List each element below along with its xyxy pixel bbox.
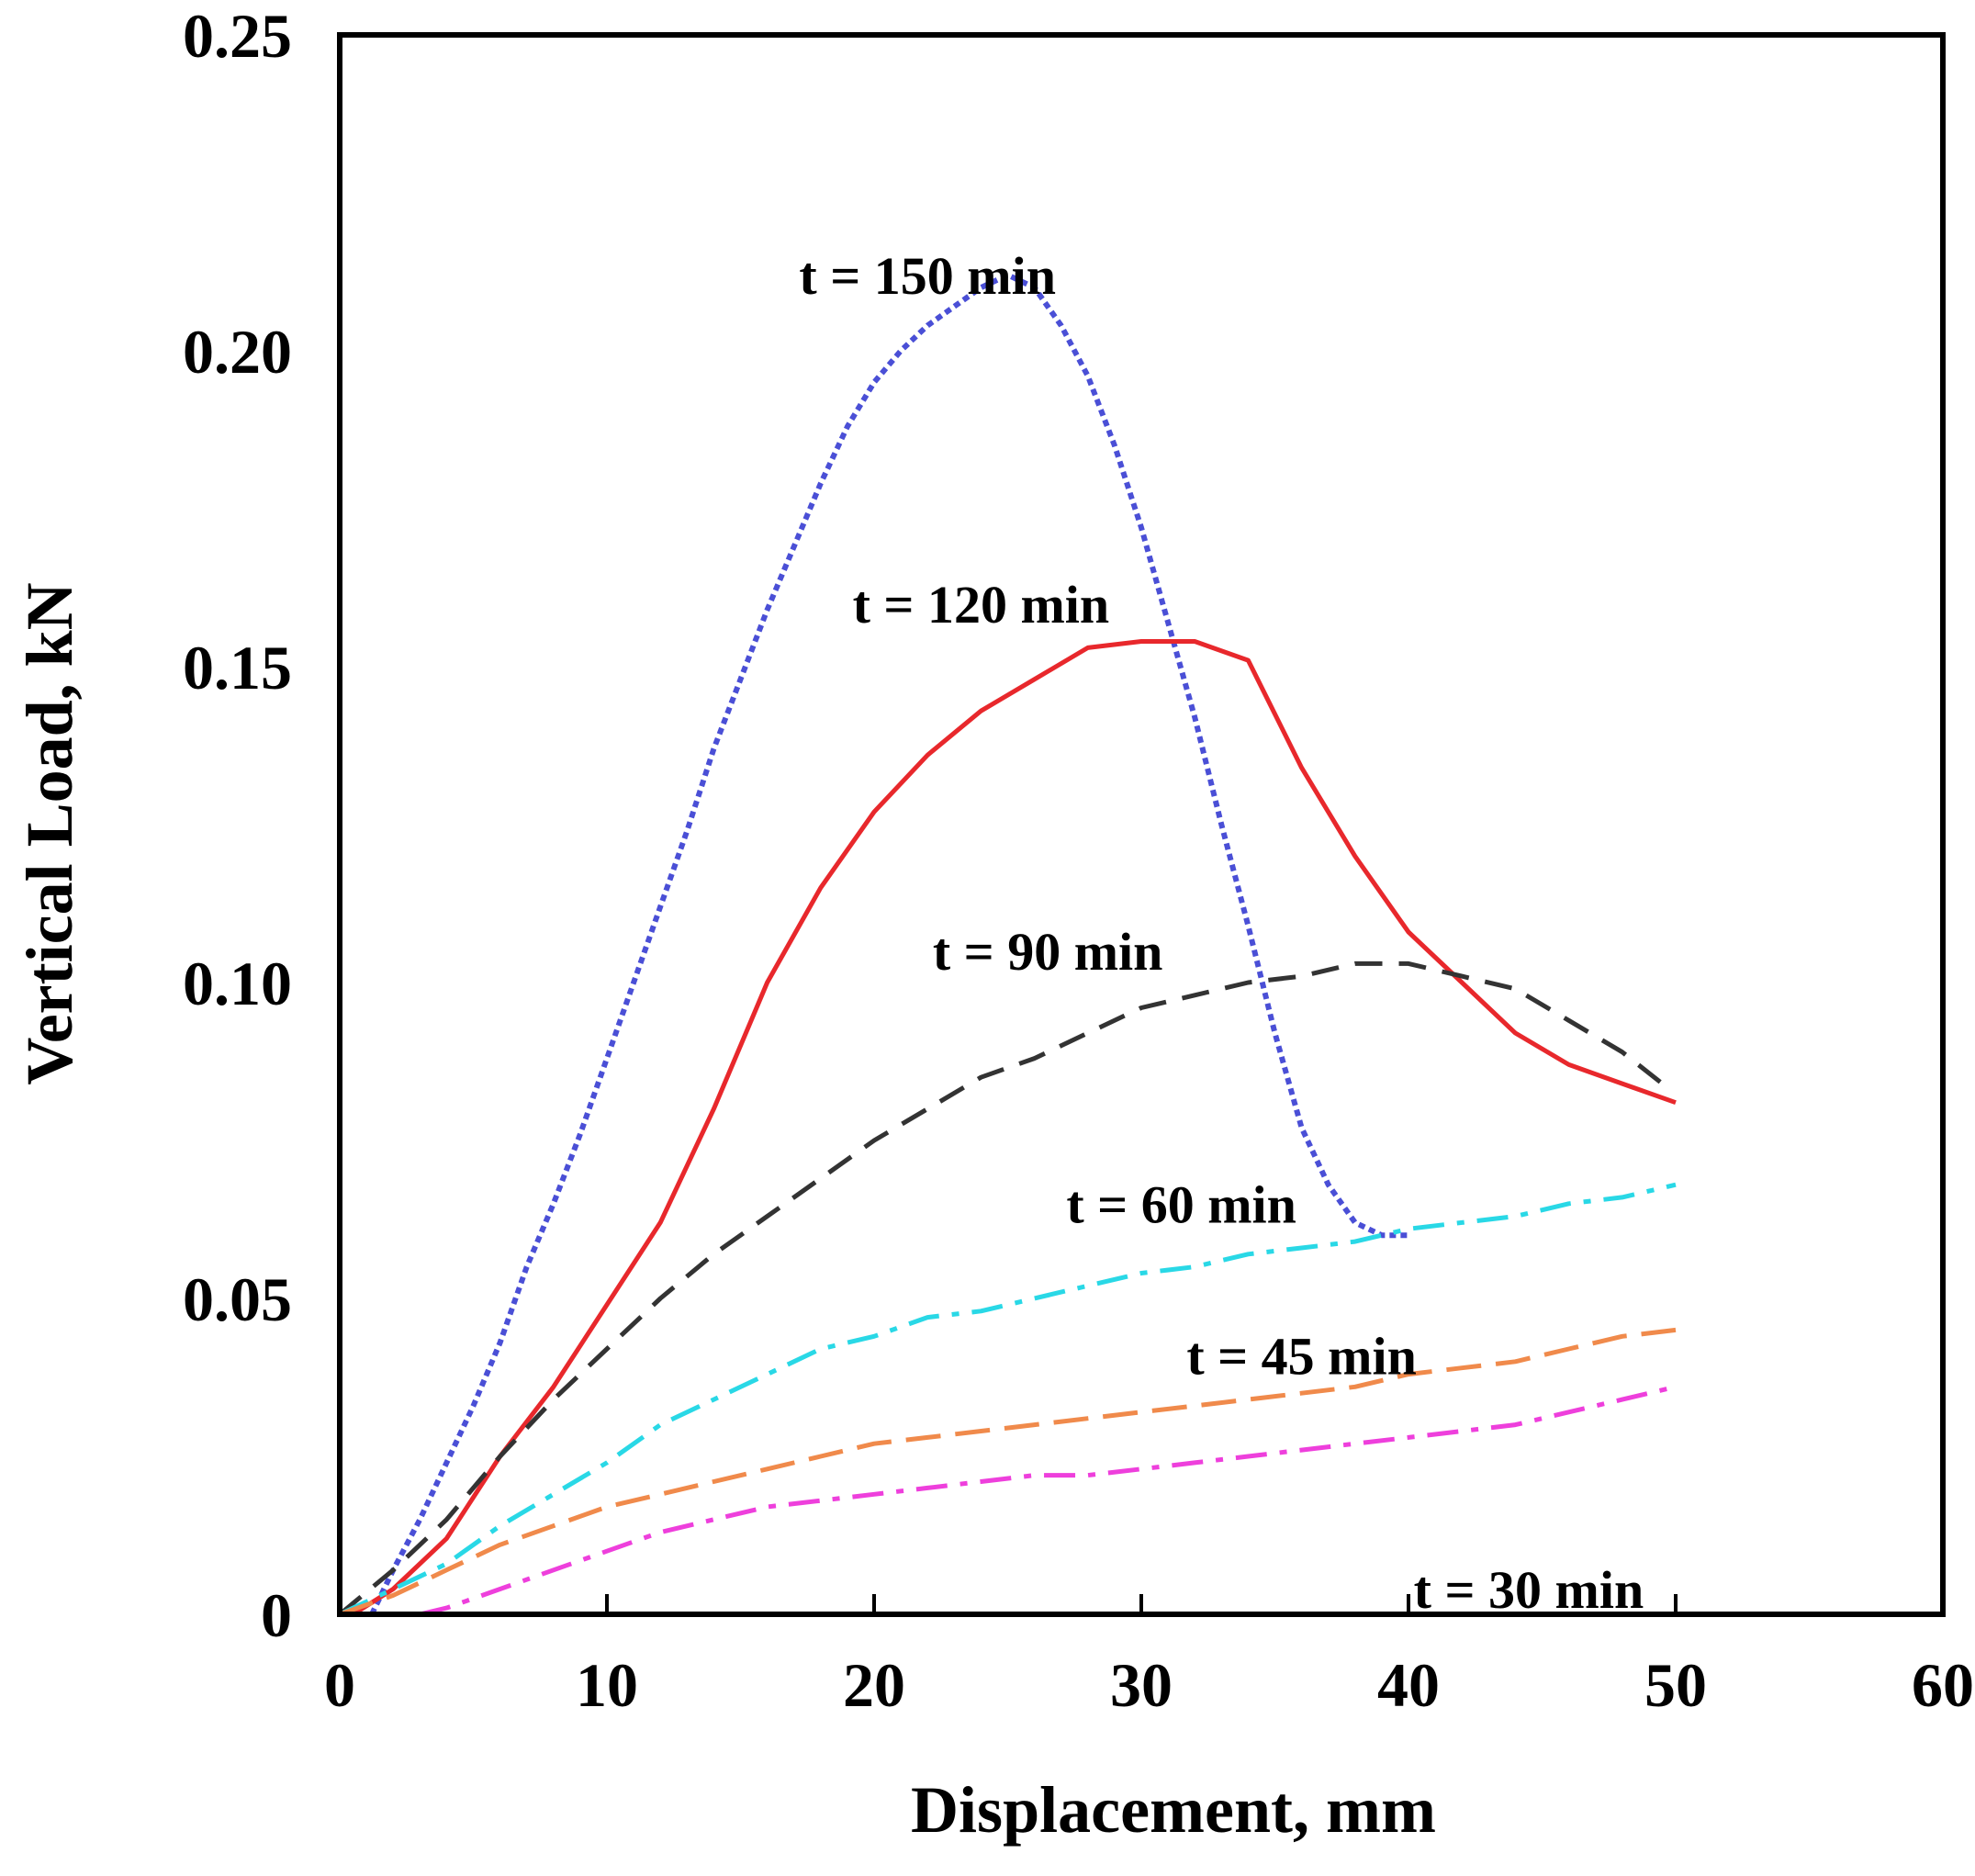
series-label-t-45-min: t = 45 min	[1186, 1327, 1417, 1387]
series-line-t-90-min	[338, 960, 1664, 1616]
x-tick-label: 10	[576, 1650, 638, 1720]
label-layer: t = 150 min t = 120 min t = 90 min t = 60 m…	[799, 246, 1644, 1620]
series-label-t-90-min: t = 90 min	[933, 922, 1163, 982]
series-layer	[338, 272, 1677, 1617]
y-tick-label: 0.05	[183, 1264, 292, 1334]
y-tick-label: 0.10	[183, 949, 292, 1018]
series-label-t-120-min: t = 120 min	[853, 575, 1110, 635]
series-line-t-45-min	[339, 1327, 1677, 1617]
tick-layer: 0 10 20 30 40 50 60 0 0.05 0.10 0.15 0.20 0.25	[183, 1, 1974, 1720]
x-tick-label: 40	[1377, 1650, 1440, 1720]
series-label-t-150-min: t = 150 min	[799, 246, 1056, 306]
x-axis-title: Displacement, mm	[911, 1773, 1436, 1847]
y-axis-title: Vertical Load, kN	[13, 582, 86, 1084]
y-tick-label: 0	[261, 1580, 292, 1650]
y-tick-label: 0.15	[183, 633, 292, 702]
series-line-t-30-min	[419, 1384, 1677, 1617]
y-tick-label: 0.20	[183, 317, 292, 387]
x-tick-label: 50	[1644, 1650, 1707, 1720]
x-tick-label: 30	[1110, 1650, 1173, 1720]
y-tick-label: 0.25	[183, 1, 292, 71]
x-tick-label: 60	[1912, 1650, 1974, 1720]
x-tick-label: 20	[843, 1650, 905, 1720]
series-label-t-60-min: t = 60 min	[1066, 1174, 1296, 1234]
series-label-t-30-min: t = 30 min	[1414, 1560, 1644, 1620]
x-tick-label: 0	[324, 1650, 355, 1720]
